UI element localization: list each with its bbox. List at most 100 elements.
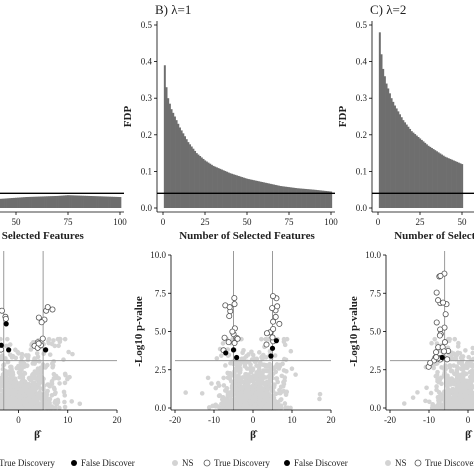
fdp-bar bbox=[184, 136, 186, 208]
fdp-bar bbox=[192, 148, 195, 208]
fdp-bar bbox=[234, 174, 237, 208]
ns-point bbox=[41, 351, 46, 357]
fdp-bar bbox=[194, 150, 197, 208]
fdp-bar bbox=[168, 103, 171, 208]
fdp-bar bbox=[259, 181, 262, 208]
ns-point bbox=[28, 387, 34, 392]
legends: True Discovery False Discover NS True Disco… bbox=[0, 458, 474, 468]
ns-point bbox=[33, 386, 39, 392]
fdp-bar bbox=[39, 196, 43, 208]
ns-point bbox=[221, 375, 226, 381]
ns-point bbox=[9, 366, 14, 372]
fdp-bar bbox=[8, 198, 12, 208]
ns-point bbox=[57, 336, 63, 342]
fdp-bar bbox=[457, 162, 460, 208]
fdp-bar bbox=[454, 161, 457, 208]
fdp-bar bbox=[200, 157, 203, 208]
fdp-bar bbox=[276, 185, 279, 208]
ns-point bbox=[248, 362, 253, 367]
ns-point bbox=[34, 351, 40, 356]
fdp-bar bbox=[108, 196, 111, 208]
fdp-bar bbox=[100, 196, 103, 208]
fdp-bar bbox=[268, 183, 270, 208]
x-tick-label: 0 bbox=[251, 415, 256, 425]
fdp-bar bbox=[451, 159, 454, 208]
ns-point bbox=[209, 381, 214, 386]
ns-point bbox=[27, 398, 32, 403]
ns-point bbox=[428, 390, 434, 396]
fdp-bar bbox=[189, 144, 192, 208]
fdp-bar bbox=[204, 160, 207, 208]
ns-point bbox=[19, 351, 25, 357]
ns-point bbox=[28, 347, 34, 352]
fdp-bar bbox=[446, 157, 449, 208]
true-discovery-point bbox=[433, 349, 440, 356]
y-tick-label: 0.5 bbox=[356, 20, 368, 30]
true-discovery-point bbox=[427, 359, 434, 366]
ns-point bbox=[470, 345, 474, 351]
x-tick-label: 10 bbox=[288, 415, 298, 425]
fdp-bar bbox=[435, 151, 438, 208]
ns-point bbox=[19, 379, 24, 385]
true-discovery-point bbox=[436, 332, 443, 339]
fdp-bar bbox=[64, 195, 68, 208]
ns-point bbox=[41, 393, 47, 398]
y-tick-label: 0.3 bbox=[356, 93, 368, 103]
fdp-bar bbox=[172, 112, 175, 208]
fdp-bar bbox=[2, 198, 5, 208]
true-discovery-point bbox=[226, 313, 233, 320]
ns-point bbox=[432, 336, 438, 342]
fdp-bar bbox=[197, 154, 200, 208]
ns-point bbox=[53, 390, 58, 395]
ns-point bbox=[217, 393, 223, 398]
fdp-bar bbox=[439, 153, 442, 208]
fdp-bar bbox=[303, 188, 306, 208]
ns-point bbox=[423, 398, 428, 404]
ns-point bbox=[246, 394, 252, 400]
fdp-bar bbox=[257, 181, 260, 208]
fdp-bar bbox=[85, 195, 89, 208]
ns-point bbox=[459, 403, 465, 408]
ns-point bbox=[0, 379, 4, 384]
fdp-bar bbox=[215, 167, 218, 208]
ns-point bbox=[49, 393, 55, 398]
ns-point bbox=[10, 390, 16, 396]
fdp-bar bbox=[98, 196, 101, 208]
ns-point bbox=[466, 354, 472, 360]
fdp-bar bbox=[102, 196, 105, 208]
ns-point bbox=[245, 391, 250, 396]
ns-point bbox=[283, 405, 288, 411]
fdp-bar bbox=[415, 135, 418, 208]
fdp-bar bbox=[318, 190, 321, 208]
ns-point bbox=[248, 369, 254, 375]
true-discovery-point bbox=[225, 339, 232, 346]
ns-point bbox=[250, 352, 256, 358]
fdp-bar bbox=[461, 164, 464, 208]
fdp-bar bbox=[299, 188, 302, 208]
ns-point bbox=[199, 391, 205, 396]
y-tick-label: 0.5 bbox=[141, 20, 153, 30]
ns-point bbox=[436, 396, 442, 402]
ns-point bbox=[19, 367, 24, 373]
x-tick-label: 50 bbox=[243, 217, 253, 227]
ns-point bbox=[242, 364, 248, 369]
fdp-bar bbox=[173, 116, 176, 208]
fdp-bar bbox=[301, 188, 304, 208]
ns-point bbox=[248, 399, 254, 405]
ns-point bbox=[3, 376, 9, 381]
x-tick-label: -20 bbox=[384, 415, 396, 425]
fdp-bar bbox=[378, 32, 381, 208]
fdp-bar bbox=[441, 154, 443, 208]
true-discovery-point bbox=[433, 289, 440, 296]
ns-point bbox=[263, 390, 269, 395]
fdp-bar bbox=[37, 196, 41, 208]
ns-point bbox=[62, 336, 68, 342]
ns-point bbox=[263, 355, 269, 360]
ns-point bbox=[0, 394, 5, 400]
fdp-bar bbox=[27, 196, 30, 208]
ns-point bbox=[256, 366, 262, 372]
fdp-bar bbox=[430, 147, 433, 208]
true-discovery-point bbox=[231, 295, 238, 302]
fdp-bar bbox=[75, 195, 78, 208]
true-discovery-point bbox=[269, 305, 276, 312]
